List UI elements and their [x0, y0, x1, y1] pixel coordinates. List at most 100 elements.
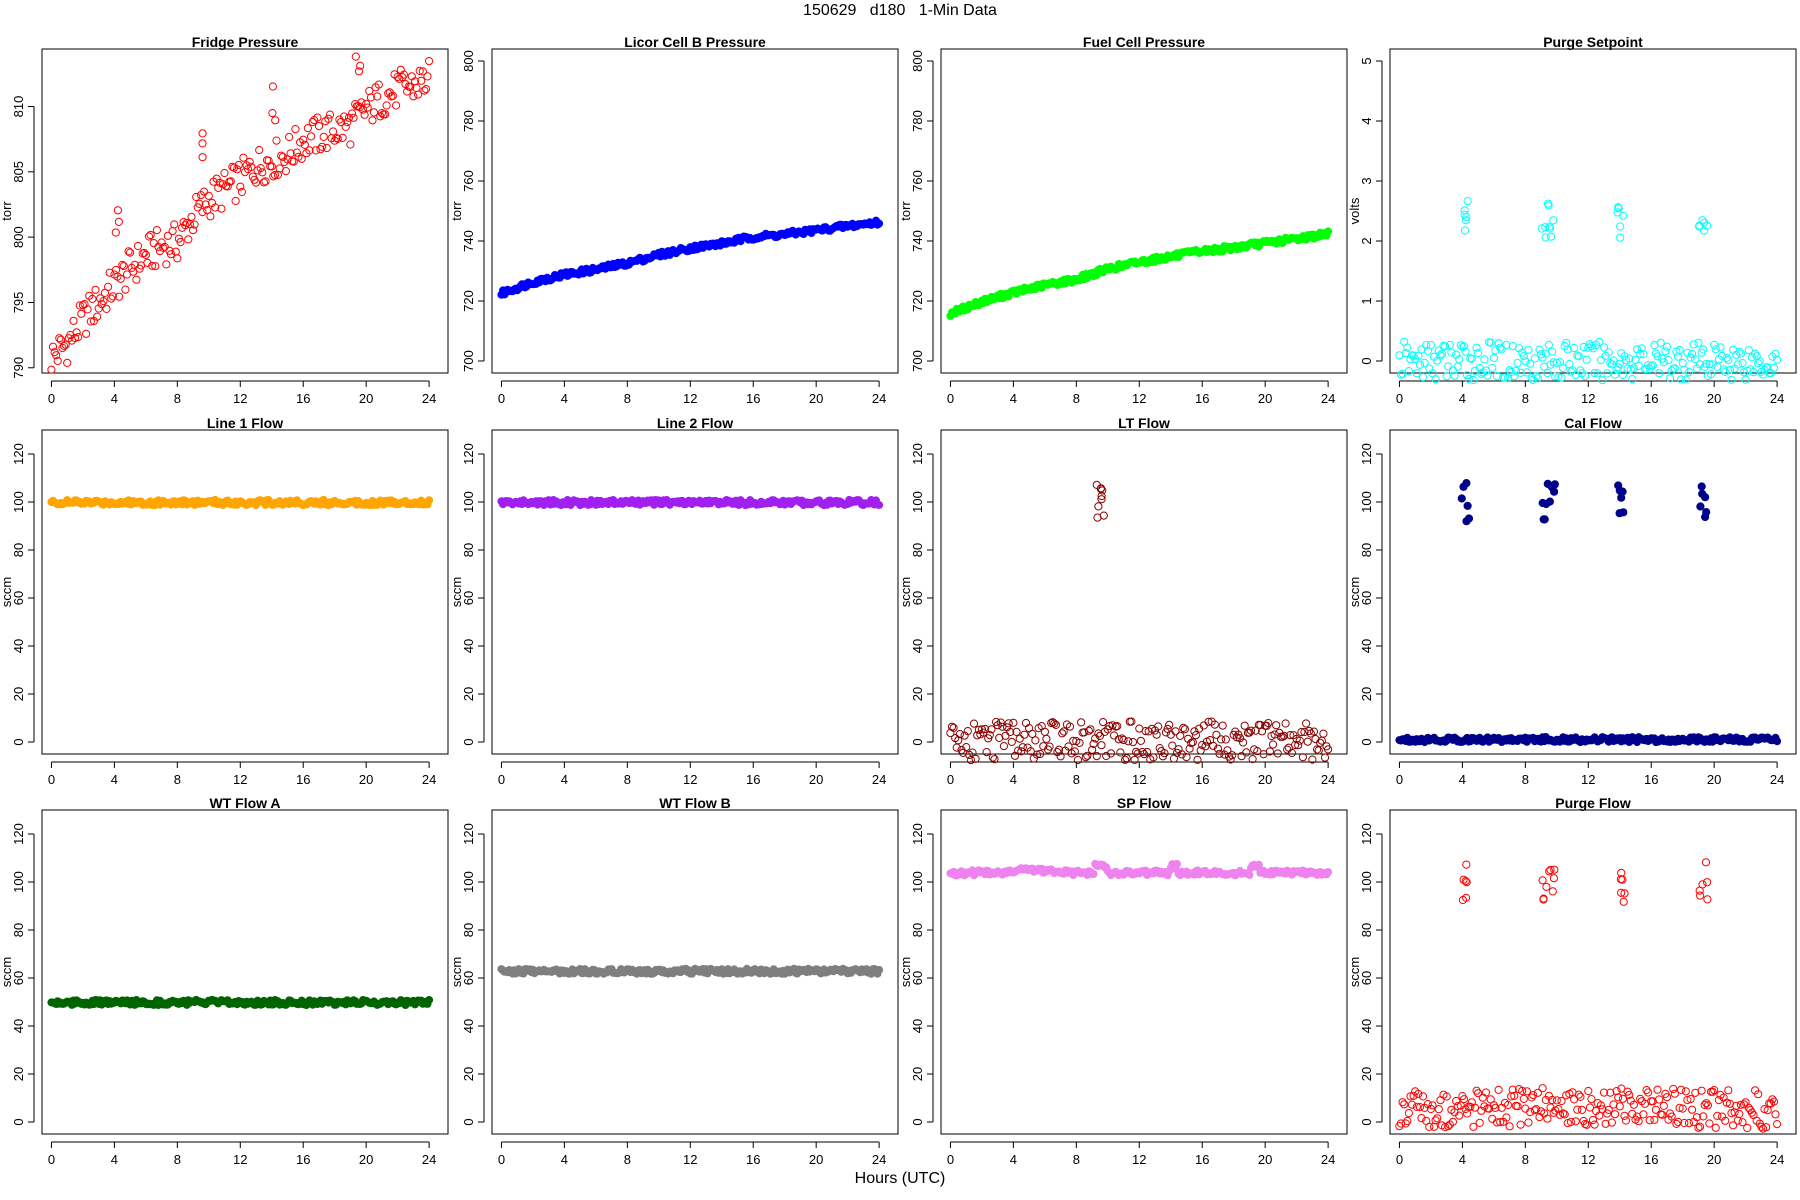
- data-point: [299, 135, 308, 144]
- data-point: [1621, 1116, 1631, 1125]
- data-point: [1623, 364, 1632, 373]
- data-point: [163, 231, 172, 240]
- data-point: [1614, 204, 1623, 213]
- y-axis-label: torr: [898, 201, 913, 221]
- data-point: [1042, 734, 1051, 744]
- data-point: [418, 67, 427, 76]
- data-point: [349, 113, 358, 122]
- data-point: [409, 92, 418, 101]
- y-tick-label: 740: [910, 230, 925, 252]
- data-point: [1729, 1121, 1738, 1130]
- x-tick-label: 12: [683, 391, 697, 406]
- data-point: [1637, 344, 1646, 353]
- data-point: [1218, 721, 1227, 730]
- panel-title: Line 1 Flow: [207, 415, 283, 431]
- data-point: [82, 329, 91, 338]
- data-point: [1475, 1118, 1484, 1128]
- data-point: [149, 239, 158, 248]
- x-tick-label: 4: [111, 391, 118, 406]
- data-point: [1659, 358, 1668, 367]
- data-point: [1527, 1093, 1536, 1102]
- data-point: [363, 103, 372, 112]
- x-tick-label: 4: [1010, 772, 1017, 787]
- data-point: [1272, 721, 1281, 730]
- data-point: [1545, 222, 1554, 231]
- y-tick-label: 3: [1359, 177, 1374, 184]
- data-point: [324, 114, 333, 123]
- x-tick-label: 20: [1707, 772, 1721, 787]
- chart-panel-1: Fridge Pressure 0 4 8 12 16 20 24 790 795 800 805 81…: [0, 34, 449, 406]
- data-point: [1618, 487, 1627, 496]
- data-point: [133, 241, 143, 251]
- data-point: [1519, 1094, 1528, 1104]
- series-2: [1457, 479, 1711, 526]
- series-1: [497, 495, 884, 510]
- x-tick-label: 4: [1010, 1152, 1017, 1167]
- data-point: [119, 261, 128, 271]
- x-tick-label: 0: [1396, 772, 1403, 787]
- data-point: [1702, 359, 1711, 369]
- data-point: [1173, 860, 1182, 869]
- data-point: [93, 312, 102, 321]
- y-tick-label: 805: [11, 161, 26, 183]
- plot-frame: [940, 429, 1348, 755]
- data-point: [1755, 357, 1764, 366]
- data-point: [217, 204, 226, 213]
- data-point: [1176, 731, 1185, 741]
- y-axis-label: sccm: [898, 577, 913, 607]
- data-point: [1462, 212, 1471, 222]
- y-axis-label: volts: [1347, 197, 1362, 224]
- data-point: [1303, 737, 1312, 746]
- x-tick-label: 12: [1132, 772, 1146, 787]
- data-point: [124, 247, 133, 256]
- y-tick-label: 40: [1359, 639, 1374, 653]
- data-point: [1412, 369, 1421, 378]
- data-point: [61, 340, 70, 349]
- x-tick-label: 12: [1581, 391, 1595, 406]
- y-tick-label: 100: [461, 871, 476, 893]
- x-tick-label: 12: [233, 1152, 247, 1167]
- data-point: [1483, 371, 1492, 380]
- data-point: [1461, 216, 1470, 225]
- data-point: [1698, 216, 1707, 225]
- panel-title: Line 2 Flow: [657, 415, 733, 431]
- data-point: [63, 358, 72, 367]
- y-tick-label: 40: [461, 639, 476, 653]
- panel-title: Fridge Pressure: [192, 34, 299, 50]
- panel-title: Fuel Cell Pressure: [1083, 34, 1205, 50]
- data-point: [74, 333, 83, 342]
- data-point: [1302, 719, 1311, 728]
- data-point: [1758, 370, 1768, 379]
- data-point: [1281, 719, 1290, 728]
- data-point: [1460, 226, 1470, 235]
- data-point: [271, 116, 280, 125]
- data-point: [1549, 874, 1559, 883]
- x-tick-label: 0: [947, 1152, 954, 1167]
- data-point: [1691, 355, 1700, 364]
- data-point: [425, 57, 434, 66]
- data-point: [1125, 717, 1134, 726]
- y-tick-label: 760: [910, 170, 925, 192]
- data-point: [347, 109, 357, 118]
- data-point: [1773, 355, 1782, 364]
- x-tick-label: 12: [233, 391, 247, 406]
- data-point: [314, 122, 324, 131]
- y-tick-label: 1: [1359, 297, 1374, 304]
- data-point: [1548, 347, 1557, 356]
- x-tick-label: 20: [809, 772, 823, 787]
- data-point: [1298, 753, 1308, 762]
- data-point: [1620, 352, 1629, 361]
- data-point: [875, 500, 884, 509]
- data-point: [195, 199, 204, 208]
- data-point: [237, 187, 246, 197]
- data-point: [1698, 880, 1707, 889]
- x-tick-label: 0: [48, 772, 55, 787]
- data-point: [414, 90, 423, 99]
- y-tick-label: 80: [461, 923, 476, 937]
- data-point: [1628, 375, 1637, 384]
- data-point: [969, 719, 979, 728]
- data-point: [1733, 1116, 1742, 1125]
- x-tick-label: 0: [498, 772, 505, 787]
- data-point: [307, 132, 316, 141]
